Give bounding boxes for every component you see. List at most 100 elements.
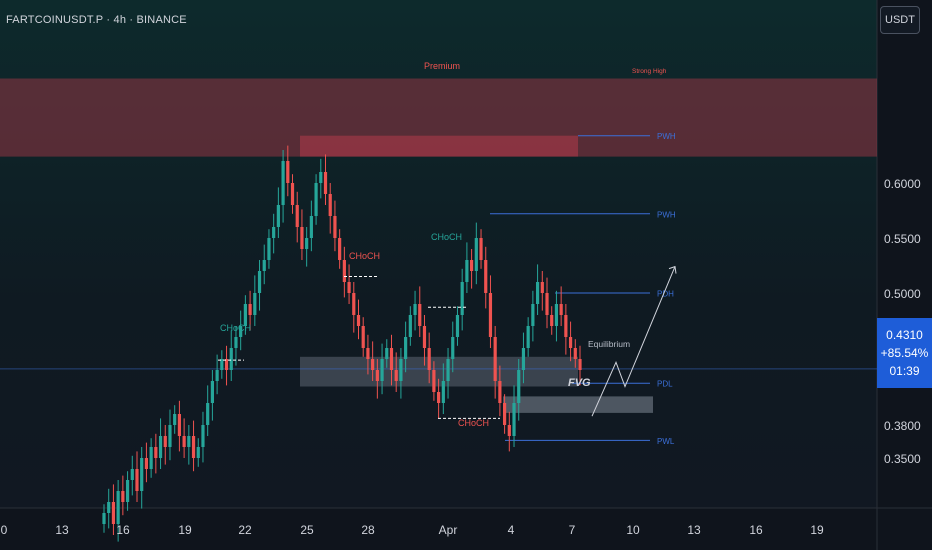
candle-body bbox=[498, 381, 502, 403]
candle-body bbox=[470, 260, 474, 271]
candle-body bbox=[290, 183, 295, 205]
choch-label: CHoCH bbox=[431, 232, 462, 242]
candle-body bbox=[356, 315, 361, 326]
candle-body bbox=[276, 205, 280, 227]
equilibrium-label: Equilibrium bbox=[588, 339, 630, 349]
candle-body bbox=[187, 436, 191, 447]
x-tick-label: 28 bbox=[361, 523, 375, 537]
candle-body bbox=[323, 172, 328, 194]
candle-body bbox=[196, 447, 200, 458]
level-label-pdl: PDL bbox=[657, 380, 673, 389]
candle-body bbox=[168, 425, 172, 447]
candle-body bbox=[404, 337, 408, 359]
candle-body bbox=[526, 326, 530, 348]
candle-body bbox=[286, 161, 290, 183]
y-tick-label: 0.5500 bbox=[884, 232, 921, 246]
x-tick-label: Apr bbox=[439, 523, 458, 537]
candle-body bbox=[234, 337, 238, 348]
y-axis-panel bbox=[877, 0, 932, 550]
candle-body bbox=[460, 282, 464, 315]
price-change: +85.54% bbox=[880, 346, 929, 360]
candle-body bbox=[305, 238, 309, 249]
candle-body bbox=[215, 370, 219, 381]
candle-body bbox=[352, 293, 356, 315]
candle-body bbox=[173, 414, 177, 425]
level-label-pdh: PDH bbox=[657, 290, 674, 299]
x-tick-label: 16 bbox=[749, 523, 763, 537]
candle-body bbox=[333, 216, 337, 238]
x-tick-label: 19 bbox=[810, 523, 824, 537]
candle-body bbox=[102, 513, 106, 524]
candle-body bbox=[437, 392, 441, 403]
candle-body bbox=[427, 348, 431, 370]
x-tick-label: 13 bbox=[55, 523, 69, 537]
level-label-pwh: PWH bbox=[657, 132, 676, 141]
projection-arrowhead bbox=[668, 265, 677, 274]
bar-countdown: 01:39 bbox=[889, 364, 920, 378]
annotations-layer: Premium Strong High CHoCH CHoCH CHoCH CHoCH Eq… bbox=[218, 61, 677, 428]
candle-body bbox=[257, 271, 262, 293]
candle-body bbox=[248, 304, 252, 315]
projection-path bbox=[591, 266, 676, 417]
candle-body bbox=[253, 293, 257, 315]
candle-body bbox=[554, 304, 559, 326]
candle-body bbox=[502, 403, 507, 425]
candle-body bbox=[432, 370, 436, 392]
candle-body bbox=[224, 359, 229, 370]
candle-body bbox=[243, 304, 247, 326]
candle-body bbox=[328, 194, 332, 216]
candle-body bbox=[441, 381, 445, 403]
candle-body bbox=[210, 381, 214, 403]
candle-body bbox=[568, 337, 573, 348]
candle-body bbox=[371, 359, 375, 370]
candle-body bbox=[309, 216, 313, 238]
candle-body bbox=[111, 502, 116, 524]
plot-background bbox=[0, 0, 877, 508]
candle-body bbox=[140, 458, 144, 491]
candle-body bbox=[474, 238, 478, 271]
candle-body bbox=[116, 491, 120, 524]
choch-label: CHoCH bbox=[349, 251, 380, 261]
levels-layer: PWH PWH PDH PDL PWL bbox=[490, 132, 676, 446]
x-tick-label: 7 bbox=[569, 523, 576, 537]
y-tick-label: 0.5000 bbox=[884, 287, 921, 301]
candle-body bbox=[361, 326, 365, 348]
x-axis-panel bbox=[0, 508, 877, 550]
level-label-pwl: PWL bbox=[657, 437, 675, 446]
candle-body bbox=[220, 359, 224, 370]
candle-body bbox=[535, 282, 540, 304]
candle-body bbox=[107, 502, 111, 513]
candle-body bbox=[338, 238, 342, 260]
candle-body bbox=[262, 260, 266, 271]
candle-body bbox=[295, 205, 299, 227]
candle-body bbox=[578, 359, 582, 370]
candle-body bbox=[154, 447, 158, 458]
currency-button[interactable]: USDT bbox=[880, 6, 920, 34]
x-tick-label: 25 bbox=[300, 523, 314, 537]
strong-high-label: Strong High bbox=[632, 68, 667, 75]
x-axis-ticks: 0 13 16 19 22 25 28 Apr 4 7 10 13 16 19 bbox=[1, 523, 824, 537]
candle-body bbox=[422, 326, 427, 348]
candle-body bbox=[144, 458, 149, 469]
candle-body bbox=[550, 315, 554, 326]
candle-body bbox=[493, 337, 497, 381]
candle-body bbox=[239, 326, 243, 337]
candles-layer bbox=[102, 145, 582, 542]
x-tick-label: 22 bbox=[238, 523, 252, 537]
symbol-title: FARTCOINUSDT.P · 4h · BINANCE bbox=[6, 14, 187, 26]
candle-body bbox=[389, 348, 394, 370]
candle-body bbox=[201, 425, 205, 447]
candle-body bbox=[385, 348, 389, 359]
x-tick-label: 10 bbox=[626, 523, 640, 537]
candle-body bbox=[517, 370, 521, 403]
candle-body bbox=[347, 282, 351, 293]
candle-body bbox=[229, 348, 233, 370]
strong-high-zone bbox=[300, 135, 578, 157]
x-tick-label: 16 bbox=[116, 523, 130, 537]
candle-body bbox=[149, 447, 153, 469]
y-tick-label: 0.6000 bbox=[884, 177, 921, 191]
candle-body bbox=[573, 348, 577, 359]
candle-body bbox=[177, 414, 182, 436]
candle-body bbox=[413, 304, 417, 315]
